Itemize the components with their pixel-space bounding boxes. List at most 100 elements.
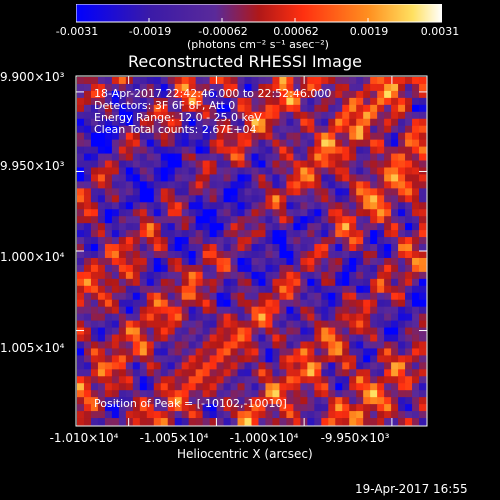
heatmap-cell: [125, 153, 134, 161]
heatmap-cell: [209, 264, 217, 273]
heatmap-cell: [405, 383, 413, 391]
heatmap-cell: [118, 362, 127, 370]
heatmap-cell: [118, 153, 127, 161]
heatmap-cell: [293, 404, 301, 412]
heatmap-cell: [104, 320, 113, 328]
heatmap-cell: [265, 397, 273, 405]
heatmap-cell: [349, 341, 357, 349]
heatmap-cell: [391, 111, 399, 120]
heatmap-cell: [272, 77, 280, 85]
heatmap-cell: [146, 327, 155, 335]
heatmap-cell: [349, 139, 357, 147]
heatmap-cell: [356, 153, 364, 161]
heatmap-cell: [314, 237, 322, 245]
heatmap-cell: [167, 146, 176, 154]
heatmap-cell: [118, 411, 127, 419]
heatmap-cell: [265, 237, 273, 245]
heatmap-cell: [286, 257, 294, 266]
heatmap-cell: [321, 244, 329, 252]
heatmap-cell: [188, 230, 197, 238]
heatmap-cell: [370, 104, 378, 113]
heatmap-cell: [104, 216, 113, 224]
heatmap-cell: [258, 306, 266, 315]
heatmap-cell: [139, 90, 148, 99]
heatmap-cell: [237, 264, 245, 273]
heatmap-cell: [97, 306, 106, 315]
heatmap-cell: [251, 167, 259, 175]
heatmap-cell: [230, 383, 238, 391]
heatmap-cell: [328, 139, 336, 147]
heatmap-cell: [363, 104, 371, 113]
heatmap-cell: [377, 77, 385, 85]
heatmap-cell: [195, 244, 204, 252]
heatmap-cell: [83, 355, 92, 363]
heatmap-cell: [139, 223, 148, 231]
heatmap-cell: [398, 404, 406, 412]
heatmap-cell: [104, 118, 113, 127]
heatmap-cell: [111, 355, 120, 363]
heatmap-cell: [314, 299, 322, 308]
heatmap-cell: [104, 348, 113, 356]
heatmap-cell: [118, 139, 127, 147]
heatmap-cell: [90, 355, 99, 363]
heatmap-cell: [146, 285, 155, 294]
heatmap-cell: [279, 334, 287, 342]
heatmap-cell: [244, 97, 252, 106]
heatmap-cell: [202, 383, 211, 391]
heatmap-cell: [405, 104, 413, 113]
heatmap-cell: [160, 97, 169, 106]
heatmap-cell: [230, 230, 238, 238]
heatmap-cell: [272, 202, 280, 210]
heatmap-cell: [174, 174, 183, 182]
heatmap-cell: [405, 174, 413, 182]
heatmap-cell: [202, 181, 211, 189]
heatmap-cell: [272, 97, 280, 106]
heatmap-cell: [405, 313, 413, 321]
heatmap-cell: [370, 132, 378, 141]
heatmap-cell: [153, 195, 162, 203]
heatmap-cell: [363, 285, 371, 294]
heatmap-cell: [230, 278, 238, 287]
heatmap-cell: [223, 404, 231, 412]
heatmap-cell: [209, 383, 217, 391]
heatmap-cell: [356, 90, 364, 99]
heatmap-cell: [118, 167, 127, 175]
heatmap-cell: [272, 264, 280, 273]
heatmap-cell: [251, 160, 259, 168]
heatmap-cell: [321, 90, 329, 99]
heatmap-cell: [279, 195, 287, 203]
heatmap-cell: [398, 292, 406, 301]
heatmap-cell: [384, 188, 392, 196]
heatmap-cell: [363, 278, 371, 287]
heatmap-cell: [314, 111, 322, 120]
heatmap-cell: [237, 306, 245, 315]
heatmap-cell: [244, 383, 252, 391]
heatmap-cell: [370, 292, 378, 301]
heatmap-cell: [391, 118, 399, 127]
heatmap-cell: [181, 83, 190, 92]
heatmap-cell: [335, 355, 343, 363]
heatmap-cell: [160, 292, 169, 301]
heatmap-cell: [104, 390, 113, 398]
heatmap-cell: [111, 292, 120, 301]
heatmap-cell: [90, 383, 99, 391]
heatmap-cell: [195, 257, 204, 266]
heatmap-cell: [342, 216, 350, 224]
heatmap-cell: [77, 306, 85, 315]
heatmap-cell: [342, 244, 350, 252]
heatmap-cell: [139, 264, 148, 273]
heatmap-cell: [83, 244, 92, 252]
heatmap-cell: [202, 251, 211, 259]
heatmap-cell: [293, 153, 301, 161]
heatmap-cell: [328, 390, 336, 398]
heatmap-cell: [377, 90, 385, 99]
heatmap-cell: [160, 264, 169, 273]
heatmap-cell: [398, 125, 406, 134]
heatmap-cell: [77, 327, 85, 335]
heatmap-cell: [307, 97, 315, 106]
heatmap-cell: [125, 390, 134, 398]
heatmap-cell: [83, 348, 92, 356]
heatmap-cell: [174, 362, 183, 370]
heatmap-cell: [188, 77, 197, 85]
